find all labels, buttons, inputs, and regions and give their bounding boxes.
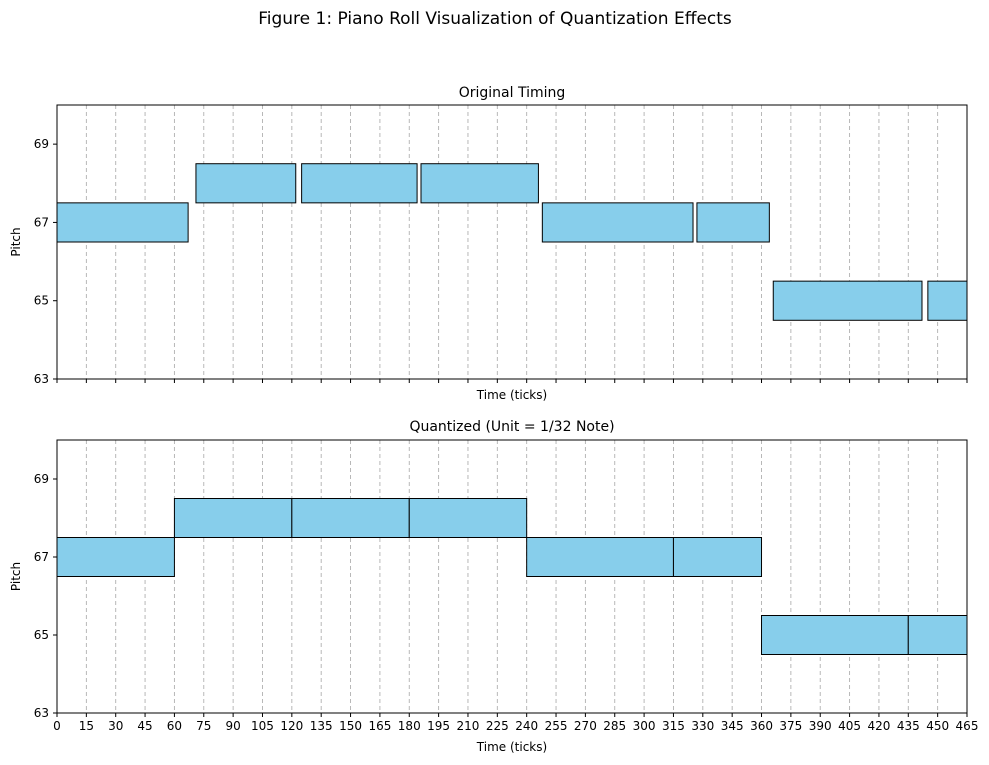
x-tick-label: 105	[251, 719, 274, 733]
x-tick-label: 30	[108, 719, 123, 733]
x-tick-label: 210	[457, 719, 480, 733]
x-tick-label: 360	[750, 719, 773, 733]
axes-title: Quantized (Unit = 1/32 Note)	[409, 419, 614, 435]
x-tick-label: 285	[603, 719, 626, 733]
x-tick-label: 330	[691, 719, 714, 733]
y-axis-label: Pitch	[9, 227, 23, 256]
notes-group	[57, 163, 967, 321]
x-tick-label: 435	[897, 719, 920, 733]
y-tick-label: 67	[34, 215, 49, 229]
x-axis-label: Time (ticks)	[476, 388, 547, 402]
x-tick-label: 315	[662, 719, 685, 733]
x-tick-label: 420	[867, 719, 890, 733]
y-tick-label: 63	[34, 372, 49, 386]
x-tick-label: 450	[926, 719, 949, 733]
x-tick-label: 60	[167, 719, 182, 733]
x-tick-label: 75	[196, 719, 211, 733]
x-tick-label: 165	[368, 719, 391, 733]
y-tick-label: 63	[34, 706, 49, 720]
x-tick-label: 15	[79, 719, 94, 733]
x-tick-label: 135	[310, 719, 333, 733]
x-tick-label: 45	[137, 719, 152, 733]
x-tick-label: 150	[339, 719, 362, 733]
x-tick-label: 120	[280, 719, 303, 733]
y-tick-label: 69	[34, 137, 49, 151]
note-bar	[420, 163, 539, 204]
axes-frame	[56, 104, 968, 380]
note-bar	[173, 498, 293, 538]
y-tick-label: 65	[34, 294, 49, 308]
x-axis-label: Time (ticks)	[476, 740, 547, 754]
x-tick-label: 180	[398, 719, 421, 733]
figure-title: Figure 1: Piano Roll Visualization of Qu…	[258, 9, 732, 29]
x-tick-label: 240	[515, 719, 538, 733]
axes-original-timing: 63 65 67 69 Original Timing Time (ticks) Pitch	[9, 85, 968, 402]
note-bar	[526, 537, 674, 577]
y-tick-label: 65	[34, 628, 49, 642]
note-bar	[57, 202, 189, 243]
x-tick-label: 465	[956, 719, 979, 733]
x-tick-label: 255	[545, 719, 568, 733]
note-bar	[57, 537, 175, 577]
note-bar	[672, 537, 763, 577]
x-tick-label: 90	[225, 719, 240, 733]
note-bar	[696, 202, 770, 243]
x-tick-label: 300	[633, 719, 656, 733]
note-bar	[907, 615, 967, 655]
x-tick-label: 375	[779, 719, 802, 733]
x-tick-label: 270	[574, 719, 597, 733]
note-bar	[772, 280, 923, 321]
note-bar	[408, 498, 528, 538]
note-bar	[927, 280, 967, 321]
x-tick-label: 390	[809, 719, 832, 733]
x-tick-label: 225	[486, 719, 509, 733]
y-tick-label: 67	[34, 550, 49, 564]
note-bar	[195, 163, 297, 204]
y-tick-label: 69	[34, 472, 49, 486]
axes-quantized: 0 15 30 45 60 75 90 105 120 135 150 165 180 195 210 225…	[9, 419, 978, 754]
note-bar	[301, 163, 418, 204]
note-bar	[761, 615, 909, 655]
x-tick-label: 345	[721, 719, 744, 733]
note-bar	[541, 202, 694, 243]
x-tick-label: 405	[838, 719, 861, 733]
y-axis-label: Pitch	[9, 562, 23, 591]
axes-title: Original Timing	[459, 85, 566, 101]
note-bar	[291, 498, 410, 538]
axes-frame	[56, 439, 968, 714]
x-tick-label: 0	[53, 719, 61, 733]
notes-group	[57, 498, 967, 655]
x-tick-label: 195	[427, 719, 450, 733]
